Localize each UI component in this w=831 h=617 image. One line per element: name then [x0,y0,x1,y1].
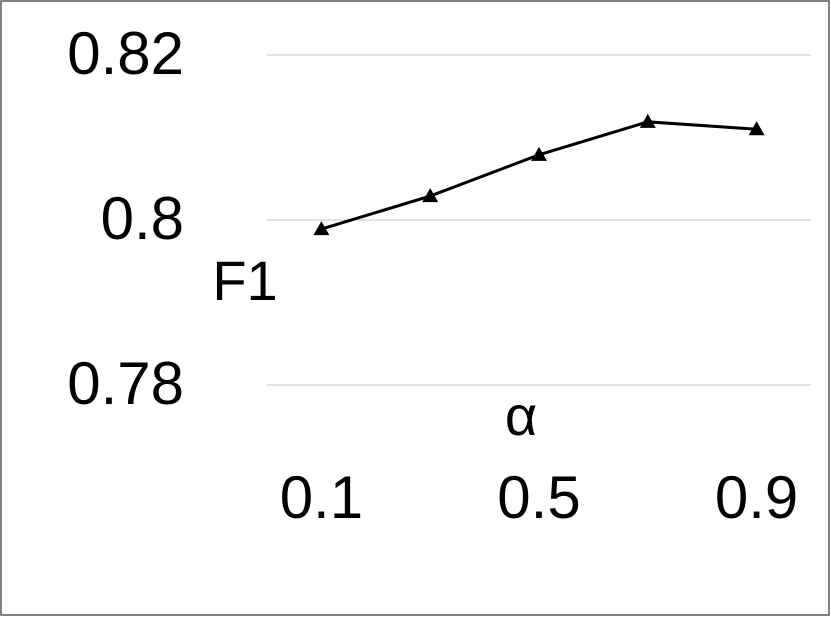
x-tick-label: 0.1 [280,464,363,531]
y-tick-label: 0.82 [67,20,184,87]
marker [748,121,765,136]
x-tick-label: 0.5 [497,464,580,531]
y-tick-label: 0.8 [101,185,184,252]
x-axis-title: α [505,384,537,447]
y-tick-label: 0.78 [67,350,184,417]
y-axis-title: F1 [212,249,277,312]
marker [531,146,547,161]
marker [639,113,656,128]
marker [313,221,330,236]
x-tick-label: 0.9 [715,464,798,531]
marker [422,188,439,203]
